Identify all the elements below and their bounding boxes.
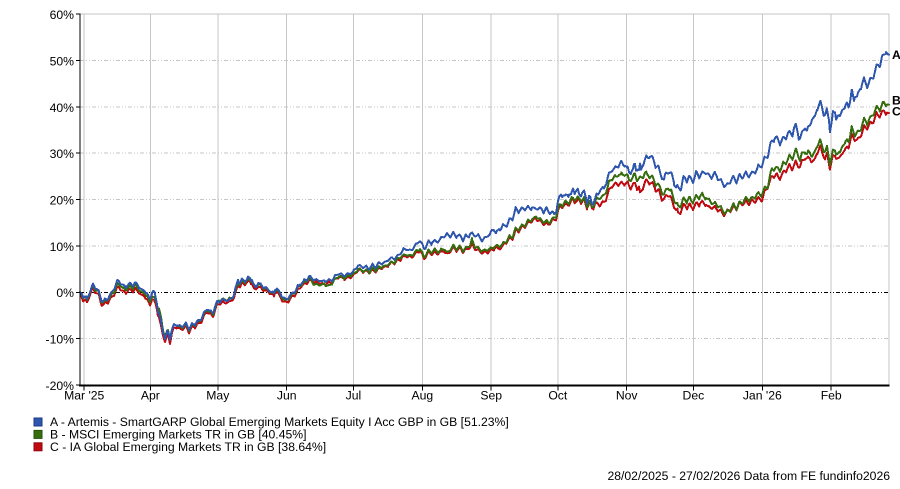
svg-text:Apr: Apr	[141, 389, 160, 403]
svg-text:40%: 40%	[50, 101, 75, 115]
svg-text:10%: 10%	[50, 240, 75, 254]
svg-text:C: C	[892, 105, 900, 119]
svg-text:Feb: Feb	[821, 389, 842, 403]
svg-text:Jun: Jun	[277, 389, 297, 403]
svg-text:Sep: Sep	[480, 389, 502, 403]
svg-text:50%: 50%	[50, 54, 75, 68]
svg-text:0%: 0%	[56, 286, 74, 300]
svg-text:30%: 30%	[50, 147, 75, 161]
svg-text:-20%: -20%	[46, 379, 75, 393]
svg-text:Nov: Nov	[616, 389, 639, 403]
svg-text:Oct: Oct	[548, 389, 568, 403]
svg-text:Jul: Jul	[346, 389, 362, 403]
svg-text:B - MSCI Emerging Markets TR i: B - MSCI Emerging Markets TR in GB [40.4…	[50, 427, 306, 441]
svg-text:A: A	[892, 48, 900, 62]
svg-text:20%: 20%	[50, 194, 75, 208]
svg-text:Aug: Aug	[411, 389, 433, 403]
svg-text:Dec: Dec	[683, 389, 705, 403]
svg-text:28/02/2025 - 27/02/2026 Data f: 28/02/2025 - 27/02/2026 Data from FE fun…	[607, 469, 890, 483]
svg-text:60%: 60%	[50, 8, 75, 22]
svg-text:A - Artemis - SmartGARP Global: A - Artemis - SmartGARP Global Emerging …	[50, 415, 509, 429]
svg-text:Mar '25: Mar '25	[64, 389, 104, 403]
svg-text:C - IA Global Emerging Markets: C - IA Global Emerging Markets TR in GB …	[50, 440, 326, 454]
svg-text:-10%: -10%	[46, 333, 75, 347]
svg-text:May: May	[206, 389, 230, 403]
svg-text:B: B	[892, 94, 900, 108]
svg-text:Jan '26: Jan '26	[743, 389, 782, 403]
